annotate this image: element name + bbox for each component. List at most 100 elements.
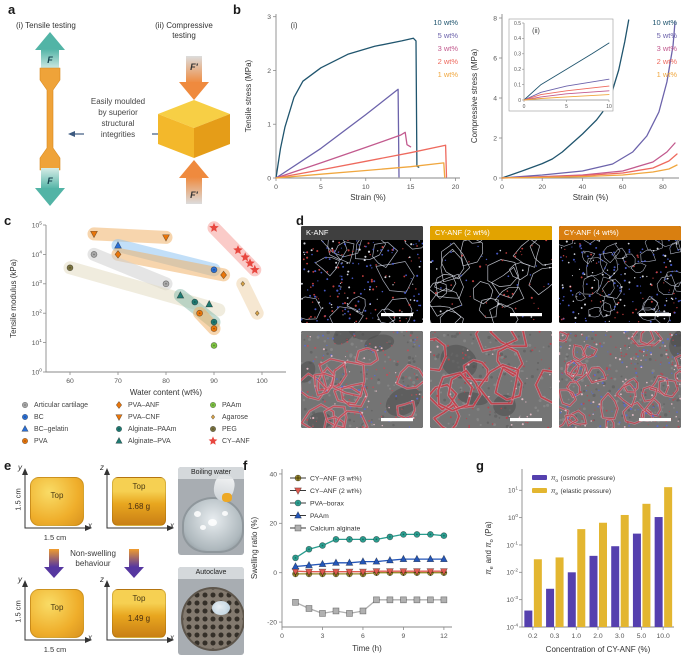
axis-x-label: x bbox=[88, 633, 92, 642]
svg-text:90: 90 bbox=[210, 378, 218, 385]
legend-item: BC–gelatin bbox=[20, 424, 104, 434]
svg-text:Strain (%): Strain (%) bbox=[573, 193, 609, 202]
circle-legend-icon bbox=[209, 401, 217, 409]
gel-photo: Top 1.49 g bbox=[112, 589, 166, 638]
svg-text:2: 2 bbox=[267, 68, 271, 75]
micrograph-kanf-image bbox=[301, 226, 423, 323]
micrograph-cyanf2-image bbox=[430, 226, 552, 323]
svg-text:3 wt%: 3 wt% bbox=[657, 44, 678, 53]
svg-text:2: 2 bbox=[493, 135, 497, 142]
svg-text:6: 6 bbox=[361, 633, 365, 640]
tensile-compressive-schematic: (i) Tensile testing (ii) Compressivetesti… bbox=[16, 21, 230, 206]
sem-kanf-image bbox=[301, 331, 423, 428]
svg-text:πo (osmotic pressure): πo (osmotic pressure) bbox=[551, 475, 615, 484]
circle-legend-icon bbox=[21, 413, 29, 421]
axis-y-label: y bbox=[18, 463, 22, 472]
autoclave-tray bbox=[181, 587, 244, 651]
svg-text:(ii): (ii) bbox=[532, 28, 540, 35]
svg-text:0: 0 bbox=[493, 175, 497, 182]
legend-label: Agarose bbox=[222, 413, 249, 421]
boiling-water-label: Boiling water bbox=[178, 467, 244, 479]
width-dimension: 1.5 cm bbox=[43, 645, 67, 654]
diamond-small-legend-icon bbox=[210, 414, 216, 420]
svg-text:πe (elastic pressure): πe (elastic pressure) bbox=[551, 488, 611, 497]
svg-text:15: 15 bbox=[407, 184, 415, 191]
svg-text:Concentration of CY-ANF (%): Concentration of CY-ANF (%) bbox=[546, 645, 651, 654]
svg-text:Tensile modulus (kPa): Tensile modulus (kPa) bbox=[9, 259, 18, 338]
svg-text:2.0: 2.0 bbox=[593, 633, 603, 640]
svg-text:F′: F′ bbox=[190, 190, 198, 200]
non-swelling-text: Non-swelling behaviour bbox=[70, 549, 116, 568]
svg-text:by superior: by superior bbox=[98, 108, 138, 117]
svg-text:10-4: 10-4 bbox=[506, 622, 518, 631]
height-dimension: 1.5 cm bbox=[13, 600, 23, 623]
panel-e-label: e bbox=[4, 458, 12, 473]
axis-x-label: x bbox=[170, 521, 174, 530]
legend-item: PVA–CNF bbox=[114, 412, 198, 422]
svg-text:(ii) Compressive: (ii) Compressive bbox=[155, 21, 213, 30]
axis-z-label: z bbox=[100, 463, 104, 472]
legend-label: CY–ANF bbox=[222, 437, 250, 445]
sample-side-view-before: z x Top 1.68 g bbox=[96, 463, 176, 547]
gel-face-label: Top bbox=[132, 482, 146, 491]
circle-legend-icon bbox=[115, 425, 123, 433]
diamond-legend-icon bbox=[115, 401, 123, 409]
sem-cyanf2-image bbox=[430, 331, 552, 428]
svg-text:6: 6 bbox=[493, 55, 497, 62]
bubble bbox=[222, 511, 228, 516]
gel-photo: Top bbox=[30, 589, 84, 638]
legend-label: PEG bbox=[222, 425, 237, 433]
zx-axes bbox=[104, 468, 174, 531]
svg-text:3: 3 bbox=[267, 14, 271, 21]
panel-d-label: d bbox=[296, 213, 304, 228]
legend-item: PAAm bbox=[208, 400, 292, 410]
micrograph-kanf-title: K-ANF bbox=[301, 226, 423, 240]
gel-face-label: Top bbox=[132, 594, 146, 603]
height-dimension: 1.5 cm bbox=[13, 488, 23, 511]
gel-sample-drop bbox=[222, 493, 232, 502]
svg-text:10-2: 10-2 bbox=[506, 568, 518, 577]
sem-cyanf4 bbox=[559, 331, 681, 428]
legend-label: Alginate–PVA bbox=[128, 437, 171, 445]
svg-text:60: 60 bbox=[619, 184, 627, 191]
svg-text:105: 105 bbox=[32, 220, 43, 229]
axis-z-label: z bbox=[100, 575, 104, 584]
legend-item: Alginate–PVA bbox=[114, 436, 198, 446]
svg-text:2 wt%: 2 wt% bbox=[438, 57, 459, 66]
svg-text:60: 60 bbox=[66, 378, 74, 385]
legend-column: PVA–ANF PVA–CNF Alginate–PAAm Alginate–PVA bbox=[114, 400, 198, 446]
svg-text:5: 5 bbox=[319, 184, 323, 191]
star-legend-icon bbox=[208, 436, 218, 445]
legend-label: Alginate–PAAm bbox=[128, 425, 177, 433]
svg-text:100: 100 bbox=[508, 513, 518, 522]
svg-text:5: 5 bbox=[565, 104, 568, 110]
svg-text:0: 0 bbox=[500, 184, 504, 191]
svg-text:Swelling ratio (%): Swelling ratio (%) bbox=[250, 517, 259, 580]
sterilization-pouch bbox=[212, 601, 230, 615]
svg-text:Strain (%): Strain (%) bbox=[350, 193, 386, 202]
gradient-down-arrows bbox=[44, 549, 144, 578]
panel-g-label: g bbox=[476, 458, 484, 473]
svg-text:40: 40 bbox=[269, 471, 277, 478]
gel-photo: Top bbox=[30, 477, 84, 526]
panel-a-label: a bbox=[8, 2, 16, 17]
svg-text:5 wt%: 5 wt% bbox=[657, 31, 678, 40]
micrograph-cyanf4: CY-ANF (4 wt%) bbox=[559, 226, 681, 323]
svg-text:3.0: 3.0 bbox=[615, 633, 625, 640]
svg-text:CY–ANF (3 wt%): CY–ANF (3 wt%) bbox=[310, 475, 362, 482]
legend-item: BC bbox=[20, 412, 104, 422]
svg-text:0.2: 0.2 bbox=[528, 633, 538, 640]
gel-face-label: Top bbox=[50, 603, 64, 612]
panel-f-label: f bbox=[243, 458, 248, 473]
svg-text:-20: -20 bbox=[267, 619, 277, 626]
tensile-modulus-water-content-chart: 60 70 80 90 100 100 101 102 103 104 105 Water conte… bbox=[9, 220, 286, 397]
svg-text:integrities: integrities bbox=[101, 130, 135, 139]
svg-text:PAAm: PAAm bbox=[310, 513, 329, 520]
svg-text:Calcium alginate: Calcium alginate bbox=[310, 525, 360, 532]
svg-text:10.0: 10.0 bbox=[657, 633, 670, 640]
svg-text:Time (h): Time (h) bbox=[352, 644, 382, 653]
legend-item: PEG bbox=[208, 424, 292, 434]
svg-text:5.0: 5.0 bbox=[637, 633, 647, 640]
svg-text:4: 4 bbox=[493, 95, 497, 102]
